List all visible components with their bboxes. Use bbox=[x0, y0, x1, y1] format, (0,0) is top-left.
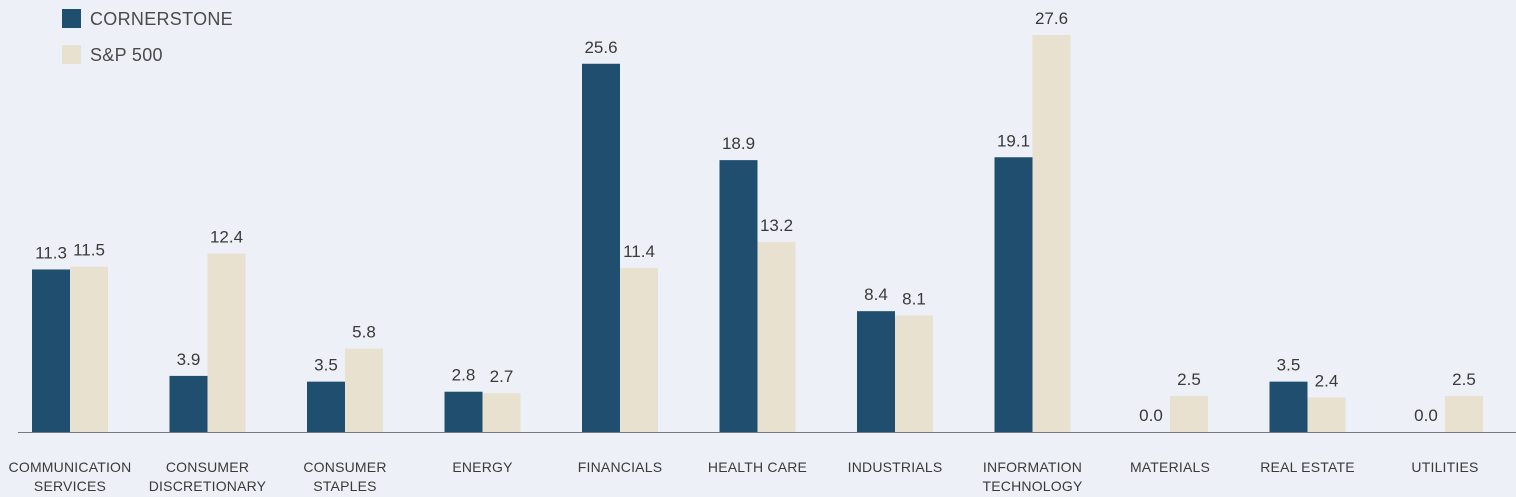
bar-0-7 bbox=[994, 157, 1033, 432]
value-label-1-9: 2.4 bbox=[1315, 371, 1339, 390]
category-label-6-0: INDUSTRIALS bbox=[848, 459, 943, 475]
legend-swatch-0 bbox=[62, 9, 81, 28]
bar-1-3 bbox=[482, 393, 521, 432]
category-label-1-0: CONSUMER bbox=[166, 459, 249, 475]
bar-1-8 bbox=[1170, 396, 1208, 432]
bar-0-0 bbox=[32, 269, 70, 432]
value-label-1-3: 2.7 bbox=[490, 367, 514, 386]
bars-group bbox=[32, 35, 1483, 433]
bar-0-3 bbox=[444, 391, 483, 432]
category-label-10-0: UTILITIES bbox=[1411, 459, 1478, 475]
value-labels-group: 11.3 11.5 3.9 12.4 3.5 5.8 2.8 2.7 25.6 11.4 18.9 1… bbox=[35, 9, 1476, 425]
category-label-0-0: COMMUNICATION bbox=[9, 459, 132, 475]
legend-label-0: CORNERSTONE bbox=[90, 9, 233, 29]
category-label-7-0: INFORMATION bbox=[983, 459, 1082, 475]
bar-0-4 bbox=[582, 63, 620, 432]
value-label-0-1: 3.9 bbox=[177, 350, 201, 369]
value-label-0-9: 3.5 bbox=[1277, 356, 1301, 375]
value-label-1-8: 2.5 bbox=[1177, 370, 1201, 389]
bar-1-1 bbox=[207, 253, 246, 432]
category-label-2-0: CONSUMER bbox=[303, 459, 386, 475]
bar-0-6 bbox=[857, 311, 895, 432]
bar-0-2 bbox=[307, 381, 345, 432]
value-label-1-4: 11.4 bbox=[623, 242, 655, 261]
value-label-0-5: 18.9 bbox=[722, 134, 755, 153]
bar-1-0 bbox=[70, 266, 108, 432]
value-label-1-6: 8.1 bbox=[902, 289, 926, 308]
category-label-0-1: SERVICES bbox=[34, 478, 106, 494]
value-label-0-4: 25.6 bbox=[584, 38, 617, 57]
category-label-9-0: REAL ESTATE bbox=[1260, 459, 1355, 475]
legend-label-1: S&P 500 bbox=[90, 45, 163, 65]
bar-0-1 bbox=[169, 375, 208, 432]
legend-swatch-1 bbox=[62, 45, 81, 64]
value-label-1-5: 13.2 bbox=[760, 216, 793, 235]
bar-1-7 bbox=[1032, 35, 1071, 432]
value-label-0-7: 19.1 bbox=[997, 131, 1030, 150]
value-label-0-0: 11.3 bbox=[35, 243, 67, 262]
category-label-5-0: HEALTH CARE bbox=[708, 459, 807, 475]
bar-0-9 bbox=[1269, 381, 1308, 432]
value-label-1-0: 11.5 bbox=[73, 241, 105, 260]
bar-1-2 bbox=[345, 348, 383, 432]
category-label-3-0: ENERGY bbox=[452, 459, 513, 475]
value-label-1-7: 27.6 bbox=[1035, 9, 1068, 28]
value-label-1-2: 5.8 bbox=[352, 323, 376, 342]
value-label-0-8: 0.0 bbox=[1139, 406, 1163, 425]
bar-1-4 bbox=[620, 268, 658, 432]
category-labels-group: COMMUNICATION SERVICES CONSUMER DISCRETIONA… bbox=[9, 459, 1479, 494]
bar-1-10 bbox=[1445, 396, 1483, 432]
bar-1-9 bbox=[1307, 397, 1346, 432]
bar-0-5 bbox=[719, 160, 758, 433]
category-label-2-1: STAPLES bbox=[313, 478, 376, 494]
category-label-7-1: TECHNOLOGY bbox=[982, 478, 1082, 494]
value-label-1-10: 2.5 bbox=[1452, 370, 1476, 389]
category-label-1-1: DISCRETIONARY bbox=[149, 478, 267, 494]
value-label-0-6: 8.4 bbox=[864, 285, 888, 304]
bar-1-5 bbox=[757, 242, 796, 432]
value-label-0-10: 0.0 bbox=[1414, 406, 1438, 425]
category-label-8-0: MATERIALS bbox=[1130, 459, 1210, 475]
value-label-0-2: 3.5 bbox=[314, 356, 338, 375]
category-label-4-0: FINANCIALS bbox=[578, 459, 662, 475]
value-label-1-1: 12.4 bbox=[210, 228, 243, 247]
value-label-0-3: 2.8 bbox=[452, 366, 476, 385]
legend: CORNERSTONE S&P 500 bbox=[62, 9, 233, 65]
bar-1-6 bbox=[895, 315, 933, 432]
